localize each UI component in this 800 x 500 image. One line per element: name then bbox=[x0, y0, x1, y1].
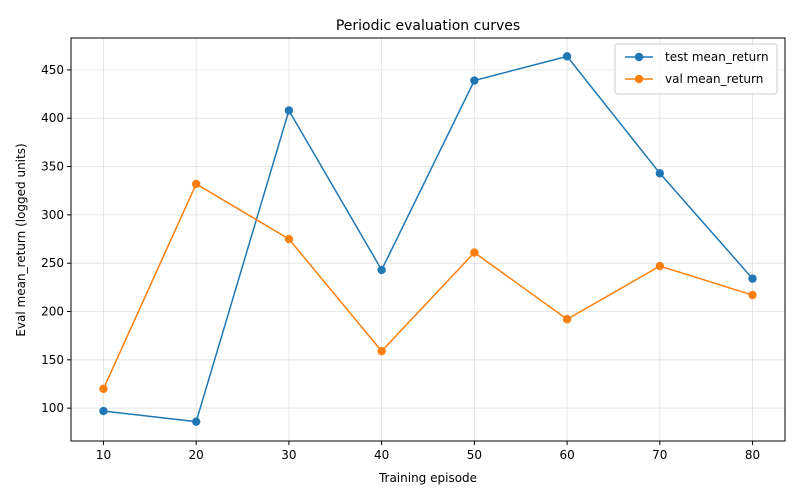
y-tick-label: 450 bbox=[41, 63, 64, 77]
series-1-point bbox=[284, 234, 294, 244]
grid-lines bbox=[71, 38, 785, 441]
series-0-point bbox=[191, 417, 201, 426]
x-tick-label: 70 bbox=[652, 448, 667, 462]
series-0-point bbox=[748, 274, 757, 283]
y-tick-label: 200 bbox=[41, 304, 64, 318]
legend-label-1: val mean_return bbox=[665, 72, 763, 86]
series-0-point bbox=[655, 169, 665, 178]
series-0-point bbox=[377, 265, 386, 275]
legend-box bbox=[614, 43, 778, 95]
series-line-0 bbox=[103, 55, 754, 423]
y-tick-label: 150 bbox=[41, 353, 64, 367]
x-tick-label: 30 bbox=[281, 448, 296, 462]
x-axis-title: Training episode bbox=[378, 471, 477, 485]
x-tick-label: 10 bbox=[96, 448, 111, 462]
x-axis-ticks: 10 20 30 40 50 60 70 80 bbox=[96, 441, 760, 462]
series-line-1 bbox=[102, 182, 753, 390]
x-tick-label: 40 bbox=[374, 448, 389, 462]
y-tick-label: 100 bbox=[41, 401, 64, 415]
y-tick-label: 400 bbox=[41, 111, 64, 125]
y-tick-label: 350 bbox=[41, 160, 64, 174]
x-tick-label: 20 bbox=[189, 448, 204, 462]
series-1-point bbox=[470, 248, 479, 257]
legend-marker-0 bbox=[634, 52, 644, 62]
legend-label-0: test mean_return bbox=[665, 50, 769, 64]
y-tick-label: 250 bbox=[41, 256, 64, 270]
series-1-point bbox=[748, 290, 757, 300]
series-0-point bbox=[284, 106, 294, 115]
y-axis-ticks: 100 150 200 250 300 350 400 450 bbox=[41, 63, 71, 415]
series-0-point bbox=[470, 76, 479, 85]
series-0-point bbox=[99, 406, 108, 416]
chart-title: Periodic evaluation curves bbox=[336, 18, 520, 34]
series-1-point bbox=[562, 315, 572, 324]
series-1-point bbox=[377, 346, 386, 356]
plot-frame bbox=[70, 37, 786, 442]
series-0-point bbox=[562, 52, 572, 61]
series-1-point bbox=[655, 261, 665, 271]
series-1-point bbox=[191, 179, 201, 189]
y-tick-label: 300 bbox=[41, 208, 64, 222]
x-tick-label: 60 bbox=[559, 448, 574, 462]
series-1-point bbox=[99, 384, 108, 394]
y-axis-title: Eval mean_return (logged units) bbox=[14, 143, 28, 336]
x-tick-label: 50 bbox=[467, 448, 482, 462]
legend-marker-1 bbox=[634, 74, 644, 84]
series-layer bbox=[99, 52, 757, 426]
x-tick-label: 80 bbox=[745, 448, 760, 462]
